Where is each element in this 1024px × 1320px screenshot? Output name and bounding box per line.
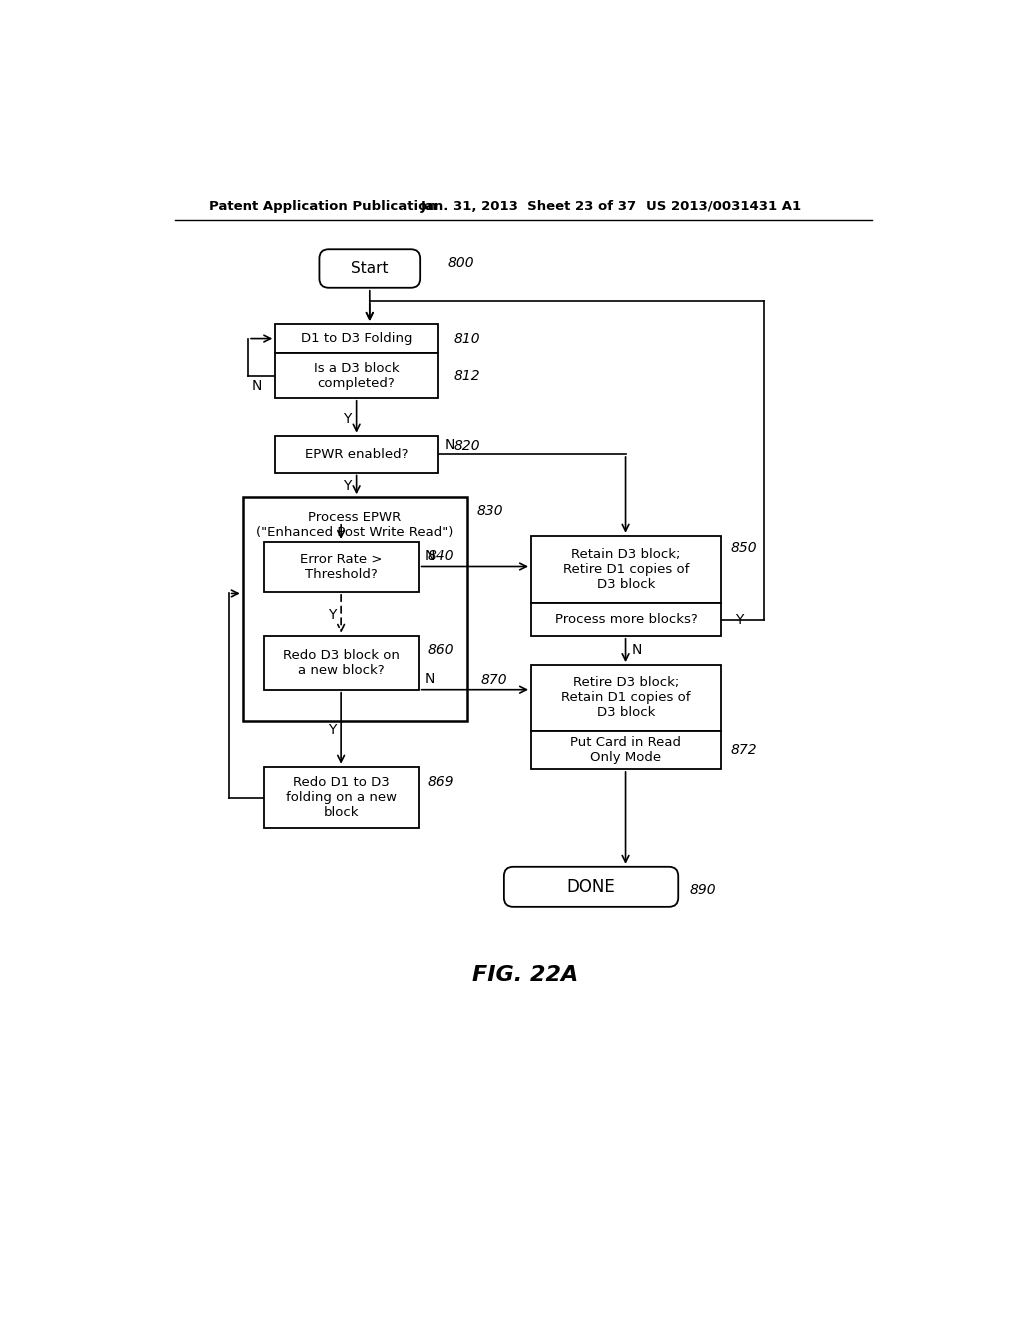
Text: 830: 830 [477,504,504,517]
Text: DONE: DONE [566,878,615,896]
Text: N: N [632,643,642,656]
Text: N: N [425,672,435,686]
Text: Start: Start [351,261,388,276]
Bar [531,536,721,603]
Bar [531,730,721,770]
FancyBboxPatch shape [504,867,678,907]
Text: 820: 820 [454,440,480,453]
Text: N: N [444,438,455,451]
Bar [275,436,438,473]
Text: N: N [252,379,262,392]
Text: Y: Y [328,723,336,737]
Text: FIG. 22A: FIG. 22A [472,965,578,985]
Text: 872: 872 [730,743,757,756]
Text: Y: Y [343,479,352,494]
Text: Jan. 31, 2013  Sheet 23 of 37: Jan. 31, 2013 Sheet 23 of 37 [421,199,637,213]
Text: 890: 890 [690,883,717,896]
Bar [263,636,419,689]
Text: Process more blocks?: Process more blocks? [555,612,697,626]
Bar [263,543,419,591]
Bar [531,665,721,730]
Text: Put Card in Read
Only Mode: Put Card in Read Only Mode [570,735,681,764]
Text: EPWR enabled?: EPWR enabled? [305,447,409,461]
Bar [275,323,438,354]
Text: Redo D1 to D3
folding on a new
block: Redo D1 to D3 folding on a new block [286,776,396,818]
Text: Patent Application Publication: Patent Application Publication [209,199,437,213]
Text: Y: Y [343,412,352,425]
Text: Is a D3 block
completed?: Is a D3 block completed? [313,362,399,389]
Text: 800: 800 [447,256,474,271]
FancyBboxPatch shape [319,249,420,288]
Text: US 2013/0031431 A1: US 2013/0031431 A1 [646,199,801,213]
Text: 812: 812 [454,368,480,383]
Bar [275,354,438,397]
Text: Process EPWR
("Enhanced Post Write Read"): Process EPWR ("Enhanced Post Write Read"… [256,511,454,539]
Text: 869: 869 [428,775,455,789]
Text: Y: Y [735,612,743,627]
Text: Y: Y [328,609,336,622]
Bar [263,767,419,829]
Bar [531,603,721,636]
Text: 850: 850 [730,541,757,554]
Bar [243,498,467,721]
Text: 860: 860 [428,643,455,656]
Text: 840: 840 [428,549,455,562]
Text: 870: 870 [480,673,507,688]
Text: Error Rate >
Threshold?: Error Rate > Threshold? [300,553,382,581]
Text: Retire D3 block;
Retain D1 copies of
D3 block: Retire D3 block; Retain D1 copies of D3 … [561,676,690,719]
Text: Redo D3 block on
a new block?: Redo D3 block on a new block? [283,648,399,677]
Text: D1 to D3 Folding: D1 to D3 Folding [301,333,413,345]
Text: 810: 810 [454,331,480,346]
Text: N: N [425,549,435,562]
Text: Retain D3 block;
Retire D1 copies of
D3 block: Retain D3 block; Retire D1 copies of D3 … [563,548,689,591]
